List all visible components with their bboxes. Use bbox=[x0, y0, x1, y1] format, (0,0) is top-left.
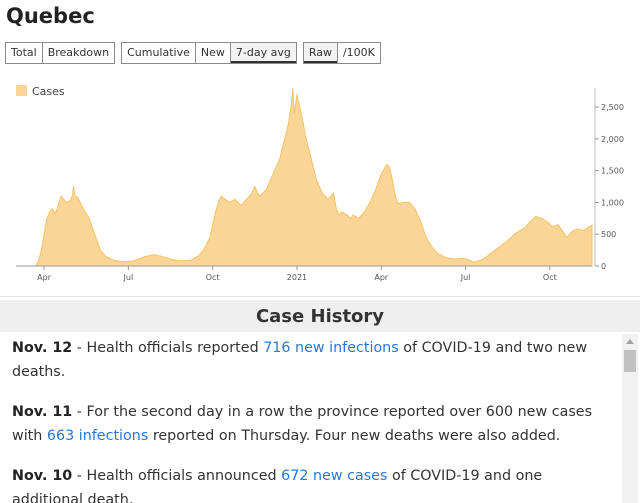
x-tick-label: Oct bbox=[206, 273, 220, 282]
legend-label-cases: Cases bbox=[32, 85, 65, 98]
entry-date: Nov. 12 bbox=[12, 340, 73, 356]
x-tick-label: Apr bbox=[374, 273, 389, 282]
page-title: Quebec bbox=[6, 4, 95, 28]
scroll-thumb[interactable] bbox=[624, 350, 636, 372]
x-tick-label: Apr bbox=[37, 273, 52, 282]
history-entry: Nov. 10 - Health officials announced 672… bbox=[12, 464, 612, 503]
x-tick-label: Jul bbox=[123, 273, 134, 282]
entry-text: of COVID-19 and one additional death. bbox=[12, 468, 543, 503]
y-tick-label: 1,000 bbox=[601, 198, 624, 207]
x-tick-label: Jul bbox=[460, 273, 471, 282]
scale-group: Raw /100K bbox=[302, 42, 381, 64]
chart-controls: Total Breakdown Cumulative New 7-day avg… bbox=[5, 42, 387, 64]
entry-link[interactable]: 672 new cases bbox=[281, 468, 388, 484]
entry-link[interactable]: 716 new infections bbox=[263, 340, 399, 356]
case-history-list: Nov. 12 - Health officials reported 716 … bbox=[12, 336, 612, 503]
entry-date: Nov. 10 bbox=[12, 468, 73, 484]
y-tick-label: 500 bbox=[601, 230, 616, 239]
cumulative-button[interactable]: Cumulative bbox=[122, 43, 196, 63]
history-scrollbar[interactable] bbox=[622, 334, 638, 503]
x-tick-label: Oct bbox=[543, 273, 557, 282]
cases-chart-svg: Cases 0 500 1,000 1,500 2,000 2,500 Apr Jul Oct… bbox=[16, 85, 624, 282]
entry-text: - Health officials announced bbox=[72, 468, 282, 484]
history-entry: Nov. 11 - For the second day in a row th… bbox=[12, 400, 612, 448]
y-tick-label: 0 bbox=[601, 262, 606, 271]
entry-text: - Health officials reported bbox=[72, 340, 264, 356]
view-mode-group: Total Breakdown bbox=[5, 42, 116, 64]
entry-text: of COVID-19 and two new deaths. bbox=[12, 340, 588, 380]
seven-day-avg-button[interactable]: 7-day avg bbox=[230, 43, 296, 63]
entry-text: reported on Thursday. Four new deaths we… bbox=[148, 428, 561, 444]
aggregation-group: Cumulative New 7-day avg bbox=[121, 42, 297, 64]
divider bbox=[0, 296, 640, 297]
raw-button[interactable]: Raw bbox=[303, 43, 338, 63]
breakdown-button[interactable]: Breakdown bbox=[42, 43, 115, 63]
total-button[interactable]: Total bbox=[6, 43, 43, 63]
legend-swatch-cases bbox=[16, 85, 27, 96]
y-tick-label: 2,000 bbox=[601, 135, 624, 144]
new-button[interactable]: New bbox=[195, 43, 231, 63]
entry-date: Nov. 11 bbox=[12, 404, 73, 420]
history-entry: Nov. 12 - Health officials reported 716 … bbox=[12, 336, 612, 384]
cases-chart: Cases 0 500 1,000 1,500 2,000 2,500 Apr Jul Oct… bbox=[0, 74, 640, 296]
y-tick-label: 2,500 bbox=[601, 103, 624, 112]
x-axis: Apr Jul Oct 2021 Apr Jul Oct bbox=[16, 265, 592, 282]
y-axis: 0 500 1,000 1,500 2,000 2,500 bbox=[594, 88, 624, 271]
case-history-heading: Case History bbox=[0, 300, 640, 332]
entry-text: - For the second day in a row the provin… bbox=[12, 404, 593, 444]
case-history-panel: Nov. 12 - Health officials reported 716 … bbox=[0, 332, 640, 503]
cases-area bbox=[16, 87, 593, 267]
scroll-up-arrow-icon[interactable] bbox=[622, 334, 638, 348]
per-100k-button[interactable]: /100K bbox=[337, 43, 380, 63]
x-tick-label: 2021 bbox=[287, 273, 307, 282]
y-tick-label: 1,500 bbox=[601, 167, 624, 176]
entry-link[interactable]: 663 infections bbox=[46, 428, 149, 444]
chart-legend: Cases bbox=[16, 85, 65, 98]
